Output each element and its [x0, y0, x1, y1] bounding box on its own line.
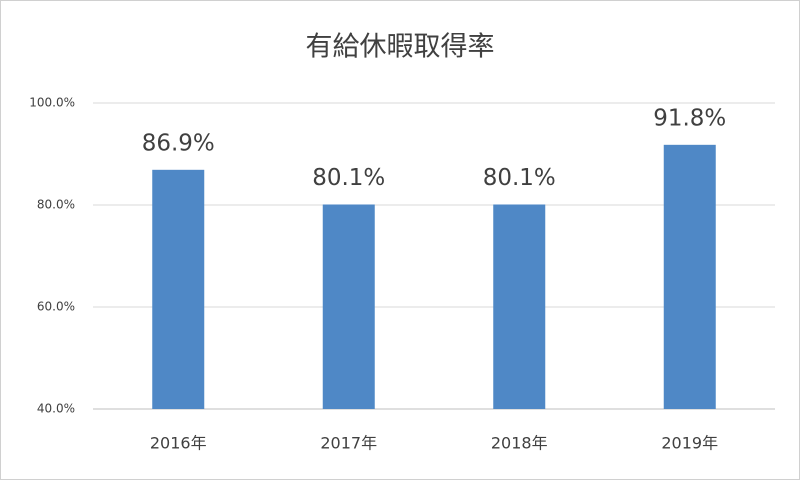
- data-label: 80.1%: [312, 165, 385, 191]
- bar: [493, 204, 546, 409]
- data-label: 80.1%: [483, 165, 556, 191]
- y-tick-label: 60.0%: [37, 300, 75, 314]
- data-label: 86.9%: [142, 130, 215, 156]
- y-tick-label: 100.0%: [29, 96, 75, 110]
- x-tick-label: 2018年: [491, 434, 548, 453]
- bar: [322, 204, 375, 409]
- y-tick-label: 80.0%: [37, 198, 75, 212]
- data-label: 91.8%: [653, 105, 726, 131]
- x-tick-label: 2019年: [661, 434, 718, 453]
- x-tick-label: 2017年: [320, 434, 377, 453]
- x-tick-label: 2016年: [150, 434, 207, 453]
- y-tick-label: 40.0%: [37, 402, 75, 416]
- bar: [152, 169, 205, 409]
- bar: [663, 144, 716, 409]
- chart-title: 有給休暇取得率: [306, 32, 495, 63]
